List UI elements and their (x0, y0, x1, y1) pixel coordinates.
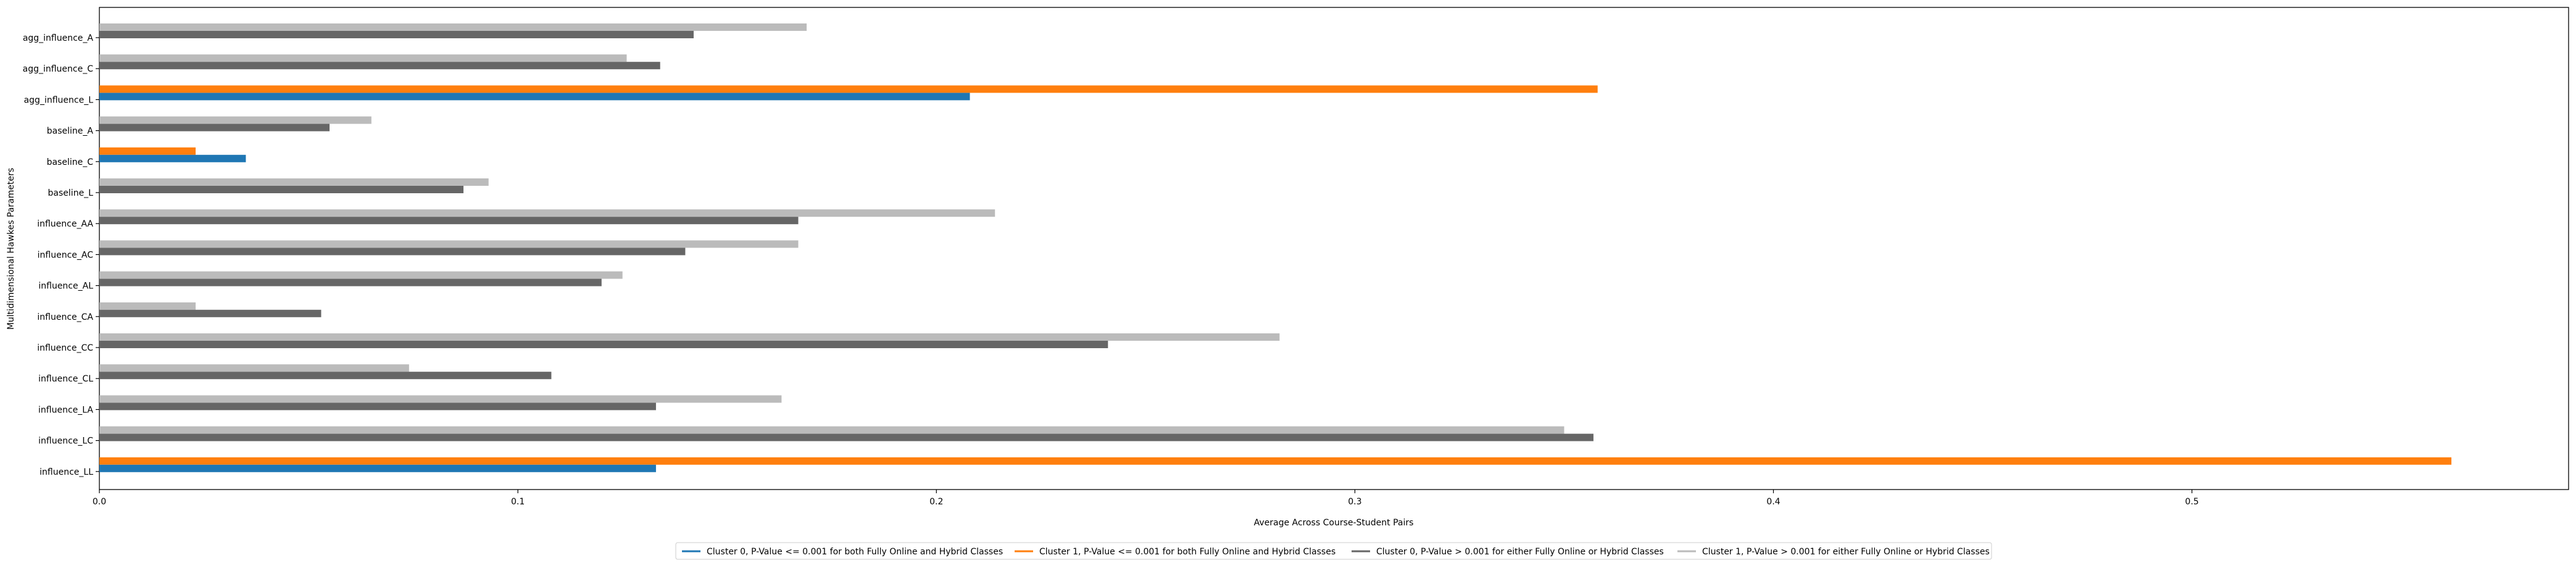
y-axis: agg_influence_A agg_influence_C agg_influe… (23, 33, 99, 477)
y-tick-label-baseline-l: baseline_L (48, 188, 94, 198)
bar-baseline-a-series-3 (99, 123, 330, 131)
bar-influence-al-series-3 (99, 278, 602, 286)
y-tick-label-agg-influence-a: agg_influence_A (23, 33, 94, 43)
x-tick-label-1: 0.1 (511, 497, 525, 507)
x-axis: 0.0 0.1 0.2 0.3 0.4 0.5 (93, 490, 2199, 507)
bar-agg-influence-c-series-4 (99, 54, 627, 62)
bar-baseline-l-series-3 (99, 186, 463, 193)
legend-frame (675, 542, 1992, 560)
x-tick-label-5: 0.5 (2185, 497, 2199, 507)
bar-influence-aa-series-4 (99, 209, 995, 217)
y-tick-label-influence-al: influence_AL (38, 282, 93, 291)
bar-baseline-c-series-1 (99, 154, 246, 162)
legend-label-series-4: Cluster 1, P-Value > 0.001 for either Fu… (1702, 547, 1990, 557)
bar-influence-al-series-4 (99, 271, 623, 279)
bar-influence-cl-series-4 (99, 364, 409, 372)
bar-influence-ac-series-4 (99, 240, 799, 248)
x-axis-title: Average Across Course-Student Pairs (1254, 518, 1414, 528)
bar-baseline-l-series-4 (99, 178, 489, 186)
bar-influence-cc-series-4 (99, 333, 1280, 341)
y-tick-label-baseline-c: baseline_C (47, 157, 94, 167)
bar-influence-ca-series-3 (99, 309, 322, 317)
y-tick-label-influence-cl: influence_CL (38, 374, 93, 384)
bars-layer (99, 23, 2452, 472)
bar-influence-ll-series-1 (99, 464, 656, 472)
legend-label-series-1: Cluster 0, P-Value <= 0.001 for both Ful… (707, 547, 1003, 557)
bar-influence-la-series-3 (99, 402, 656, 411)
bar-agg-influence-l-series-2 (99, 85, 1598, 93)
x-tick-label-3: 0.3 (1348, 497, 1361, 507)
x-tick-label-2: 0.2 (929, 497, 943, 507)
bar-influence-aa-series-3 (99, 217, 799, 225)
bar-influence-lc-series-4 (99, 426, 1564, 434)
y-tick-label-agg-influence-l: agg_influence_L (24, 95, 94, 105)
y-tick-label-influence-ca: influence_CA (37, 312, 93, 322)
bar-agg-influence-a-series-3 (99, 31, 694, 38)
bar-influence-lc-series-3 (99, 433, 1593, 441)
bar-agg-influence-l-series-1 (99, 93, 970, 101)
bar-influence-cc-series-3 (99, 341, 1108, 348)
bar-agg-influence-a-series-4 (99, 23, 807, 31)
bar-influence-ll-series-2 (99, 457, 2452, 465)
y-tick-label-influence-cc: influence_CC (37, 343, 93, 353)
bar-influence-ca-series-4 (99, 302, 196, 310)
y-tick-label-influence-aa: influence_AA (37, 219, 93, 229)
legend: Cluster 0, P-Value <= 0.001 for both Ful… (675, 542, 1992, 560)
legend-label-series-3: Cluster 0, P-Value > 0.001 for either Fu… (1376, 547, 1664, 557)
y-tick-label-influence-ac: influence_AC (38, 250, 94, 260)
legend-label-series-2: Cluster 1, P-Value <= 0.001 for both Ful… (1039, 547, 1336, 557)
bar-influence-cl-series-3 (99, 372, 552, 380)
y-tick-label-agg-influence-c: agg_influence_C (23, 64, 94, 74)
y-tick-label-influence-la: influence_LA (38, 405, 93, 415)
bar-agg-influence-c-series-3 (99, 62, 660, 70)
y-axis-title: Multidimensional Hawkes Parameters (6, 168, 16, 330)
x-tick-label-0: 0.0 (93, 497, 106, 507)
bar-baseline-c-series-2 (99, 147, 196, 155)
bar-baseline-a-series-4 (99, 116, 372, 124)
bar-influence-la-series-4 (99, 395, 782, 403)
bar-influence-ac-series-3 (99, 248, 686, 256)
x-tick-label-4: 0.4 (1766, 497, 1780, 507)
y-tick-label-influence-ll: influence_LL (39, 467, 93, 477)
y-tick-label-baseline-a: baseline_A (47, 127, 94, 136)
y-tick-label-influence-lc: influence_LC (38, 436, 93, 446)
